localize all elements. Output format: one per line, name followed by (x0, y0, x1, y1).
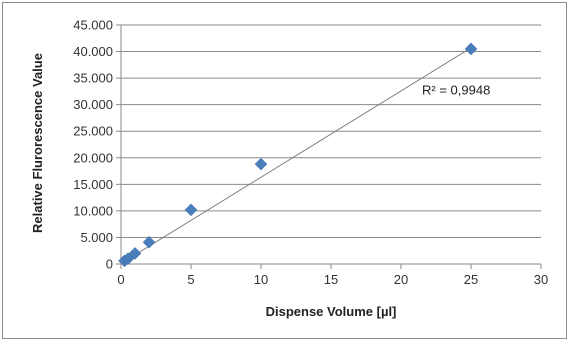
x-tick-label: 20 (394, 272, 408, 287)
trendline-group (120, 47, 472, 264)
y-tick-label: 45.000 (73, 18, 113, 33)
x-axis-ticks: 0 5 10 15 20 25 30 (117, 264, 548, 287)
y-tick-label: 25.000 (73, 124, 113, 139)
y-tick-label: 40.000 (73, 44, 113, 59)
data-point (128, 247, 142, 260)
y-tick-label: 30.000 (73, 97, 113, 112)
x-tick-label: 15 (324, 272, 338, 287)
y-tick-label: 0 (106, 257, 113, 272)
x-tick-label: 0 (117, 272, 124, 287)
y-axis-title: Relative Flurorescence Value (30, 53, 45, 233)
x-tick-label: 25 (464, 272, 478, 287)
data-point (142, 235, 156, 249)
y-tick-label: 10.000 (73, 203, 113, 218)
x-tick-label: 30 (534, 272, 548, 287)
data-point (464, 42, 478, 56)
y-axis-ticks: 0 5.000 10.000 15.000 20.000 25.000 30.000 35.0… (73, 18, 121, 272)
x-tick-label: 5 (187, 272, 194, 287)
y-tick-label: 35.000 (73, 71, 113, 86)
x-tick-label: 10 (254, 272, 268, 287)
y-tick-label: 15.000 (73, 177, 113, 192)
trendline (120, 47, 472, 264)
annotations: R² = 0,9948 (422, 83, 490, 98)
r-squared-annotation: R² = 0,9948 (422, 83, 490, 98)
x-axis-title: Dispense Volume [µl] (266, 304, 397, 319)
gridlines (121, 24, 541, 238)
data-points (118, 42, 478, 268)
y-tick-label: 5.000 (80, 230, 113, 245)
data-point (184, 203, 198, 217)
data-point (254, 157, 268, 171)
y-tick-label: 20.000 (73, 150, 113, 165)
axes (120, 25, 541, 265)
chart-frame (2, 2, 567, 339)
